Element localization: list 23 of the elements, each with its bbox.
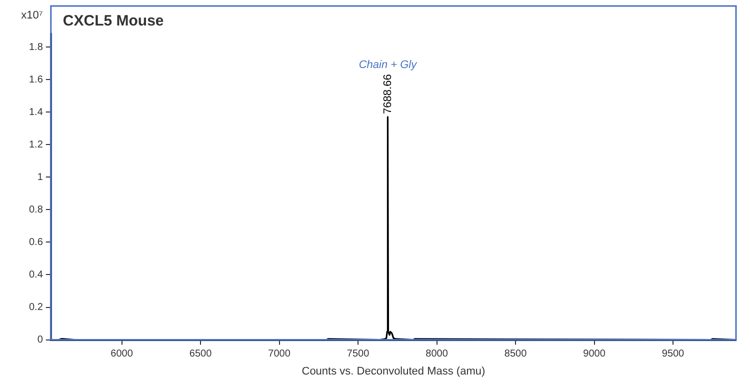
x-axis-title: Counts vs. Deconvoluted Mass (amu) [302, 365, 486, 378]
y-tick-label: 1.6 [28, 74, 44, 86]
y-tick-label: 1.8 [28, 42, 44, 53]
x-tick-label: 6000 [110, 348, 134, 360]
chart-title: CXCL5 Mouse [62, 12, 164, 30]
x-tick-label: 7000 [268, 348, 291, 360]
y-axis-title: x10⁷ [21, 10, 43, 22]
y-tick-label: 1 [37, 172, 44, 183]
x-tick-label: 9000 [583, 348, 606, 360]
y-tick-label: 0.8 [28, 204, 44, 216]
annotation: 7688.66 [382, 74, 394, 114]
x-tick-label: 8000 [426, 348, 448, 360]
x-tick-label: 9500 [662, 348, 685, 360]
y-tick-label: 0 [37, 334, 44, 346]
y-tick-label: 0.4 [28, 269, 44, 280]
x-tick-label: 7500 [346, 348, 370, 360]
y-tick-label: 0.2 [28, 302, 44, 314]
y-tick-label: 1.4 [28, 106, 44, 118]
y-tick-label: 1.2 [28, 139, 44, 150]
y-tick-label: 0.6 [28, 236, 44, 248]
annotation: Chain + Gly [358, 58, 418, 71]
x-tick-label: 8500 [504, 348, 528, 360]
x-tick-label: 6500 [189, 348, 212, 360]
